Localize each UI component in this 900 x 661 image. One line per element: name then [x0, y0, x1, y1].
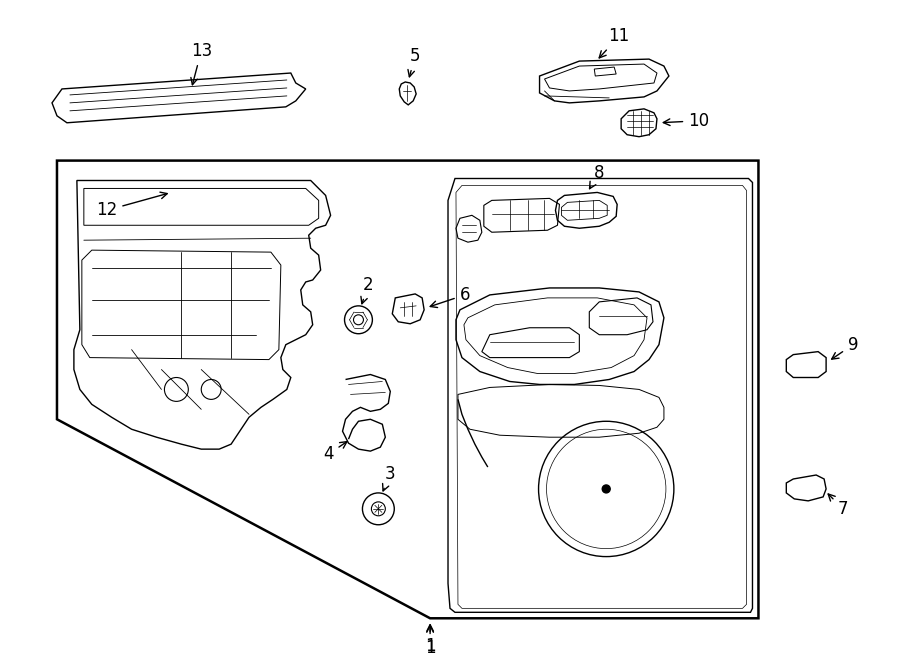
Text: 10: 10 — [663, 112, 709, 130]
Text: 7: 7 — [828, 494, 849, 518]
Circle shape — [602, 485, 610, 493]
Text: 2: 2 — [361, 276, 374, 304]
Text: 3: 3 — [382, 465, 396, 491]
Text: 1: 1 — [425, 625, 436, 657]
Text: 9: 9 — [832, 336, 859, 359]
Text: 5: 5 — [408, 47, 420, 77]
Text: 13: 13 — [191, 42, 211, 85]
Text: 11: 11 — [599, 27, 630, 58]
Text: 1: 1 — [425, 625, 436, 655]
Text: 6: 6 — [430, 286, 470, 307]
Text: 8: 8 — [590, 163, 605, 188]
Text: 4: 4 — [323, 442, 346, 463]
Text: 12: 12 — [96, 192, 167, 219]
